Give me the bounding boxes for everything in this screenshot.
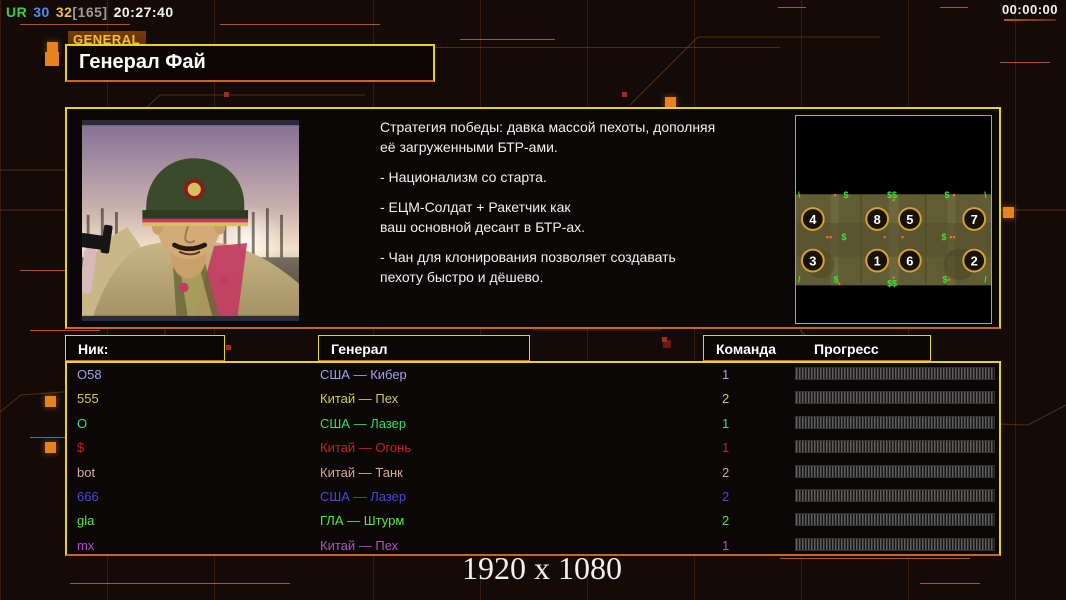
svg-text:▪: ▪ xyxy=(952,190,955,200)
svg-text:$: $ xyxy=(944,190,949,200)
svg-text:$: $ xyxy=(842,232,847,242)
svg-text:▪: ▪ xyxy=(947,274,950,284)
svg-text:▪▪: ▪▪ xyxy=(949,232,955,242)
svg-text:3: 3 xyxy=(809,254,816,269)
svg-text:▪: ▪ xyxy=(834,190,837,200)
svg-text:1: 1 xyxy=(874,254,881,269)
svg-text:$: $ xyxy=(844,190,849,200)
svg-text:6: 6 xyxy=(906,254,913,269)
svg-text:▪: ▪ xyxy=(838,278,841,288)
svg-text:8: 8 xyxy=(874,212,881,227)
svg-text:7: 7 xyxy=(971,212,978,227)
svg-text:4: 4 xyxy=(809,212,817,227)
svg-text:5: 5 xyxy=(906,212,913,227)
svg-text:▪: ▪ xyxy=(901,232,904,242)
svg-text:▪: ▪ xyxy=(892,272,895,282)
svg-text:$: $ xyxy=(942,232,947,242)
svg-text:▪: ▪ xyxy=(883,232,886,242)
svg-text:▪▪: ▪▪ xyxy=(826,232,832,242)
svg-text:▪: ▪ xyxy=(892,195,895,205)
svg-text:2: 2 xyxy=(971,254,978,269)
